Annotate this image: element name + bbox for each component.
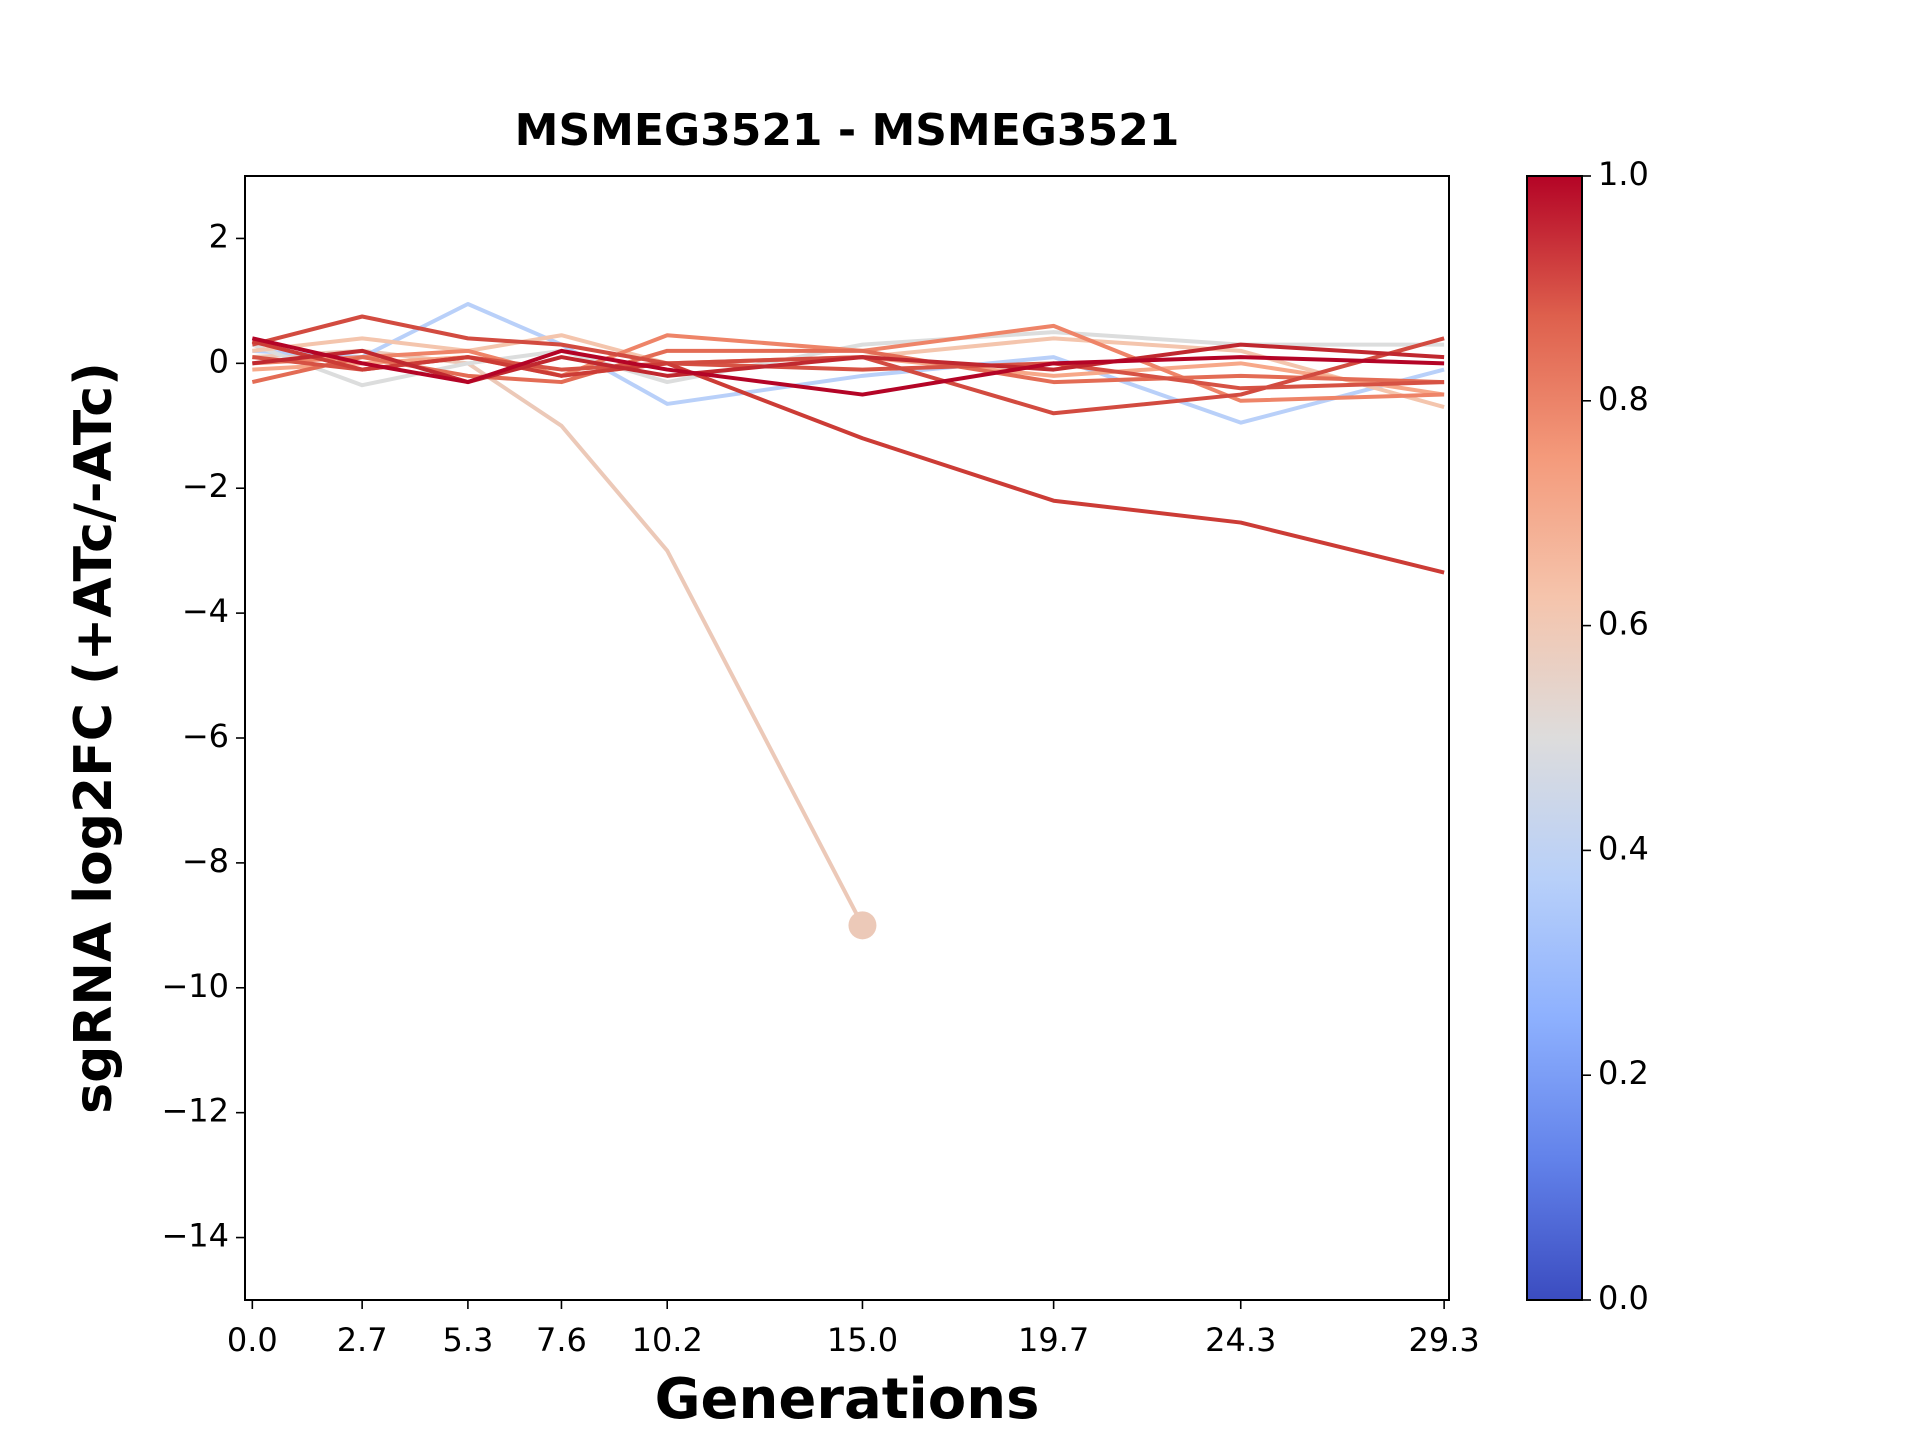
colorbar-tick-label: 0.4 [1598,829,1649,867]
line-series [251,339,1445,575]
line-series [252,342,1445,385]
x-axis-label: Generations [655,1367,1040,1432]
colorbar [1526,175,1583,1301]
y-tick-label: −14 [161,1217,229,1255]
y-tick-label: −8 [182,842,229,880]
y-tick-label: −12 [161,1092,229,1130]
line-series [252,323,1445,403]
y-tick-label: −2 [182,467,229,505]
x-tick-label: 19.7 [1018,1321,1089,1359]
y-tick-label: −4 [182,592,229,630]
colorbar-tick-label: 0.0 [1598,1279,1649,1317]
plot-area [251,302,1445,940]
colorbar-tick-label: 0.8 [1598,380,1649,418]
colorbar-tick-label: 0.6 [1598,605,1649,643]
x-tick-label: 24.3 [1205,1321,1276,1359]
y-tick-label: 2 [209,217,229,255]
x-tick-label: 2.7 [337,1321,388,1359]
line-series [252,348,865,927]
y-tick-label: −10 [161,967,229,1005]
x-tick-label: 10.2 [632,1321,703,1359]
colorbar-tick-label: 1.0 [1598,155,1649,193]
x-tick-label: 5.3 [442,1321,493,1359]
y-axis-label: sgRNA log2FC (+ATc/-ATc) [64,362,124,1114]
x-tick-label: 29.3 [1408,1321,1479,1359]
x-tick-label: 0.0 [227,1321,278,1359]
y-tick-label: −6 [182,717,229,755]
end-marker [848,911,877,940]
line-series [251,330,1445,388]
chart-title: MSMEG3521 - MSMEG3521 [515,105,1180,156]
line-series [251,336,1445,397]
colorbar-tick-label: 0.2 [1598,1054,1649,1092]
x-tick-label: 7.6 [536,1321,587,1359]
x-tick-label: 15.0 [827,1321,898,1359]
y-tick-label: 0 [209,342,229,380]
